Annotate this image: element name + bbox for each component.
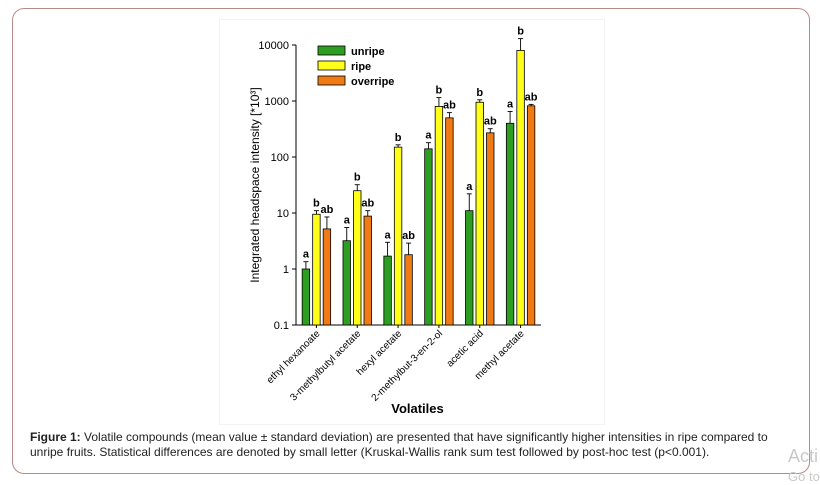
significance-letter: b	[354, 172, 361, 184]
bar-unripe	[383, 255, 392, 326]
y-tick-label: 10	[277, 208, 289, 220]
bar-ripe	[434, 106, 444, 326]
legend-label-unripe: unripe	[351, 46, 385, 58]
x-axis-label: Volatiles	[391, 401, 444, 416]
bar-chart: 0.1 1 10 100 1000 10000 Integrated headspace i…	[248, 26, 541, 416]
watermark-text: Acti	[788, 446, 819, 466]
bar-ripe	[312, 213, 321, 326]
bar-overripe	[322, 228, 332, 326]
figure-caption: Figure 1: Volatile compounds (mean value…	[30, 430, 800, 460]
bar-ripe	[475, 101, 484, 326]
y-tick-label: 1	[283, 264, 289, 276]
significance-letter: ab	[402, 230, 415, 242]
significance-letter: b	[395, 132, 402, 144]
caption-text: Volatile compounds (mean value ± standar…	[30, 430, 768, 459]
significance-letter: a	[507, 98, 514, 110]
bar-overripe	[526, 105, 536, 326]
bar-unripe	[465, 210, 474, 326]
bar-ripe	[353, 190, 362, 326]
significance-letter: ab	[525, 91, 538, 103]
significance-letter: a	[466, 181, 473, 193]
significance-letter: b	[313, 198, 320, 210]
legend-swatch-unripe	[317, 45, 346, 56]
legend-swatch-ripe	[317, 60, 346, 71]
y-axis-label: Integrated headspace intensity [*10³]	[248, 87, 262, 282]
significance-letter: ab	[443, 100, 456, 112]
watermark-subtext: Go to	[788, 469, 820, 484]
bar-overripe	[486, 132, 495, 326]
bar-unripe	[505, 122, 515, 326]
x-tick-label: 3-methylbutyl acetate	[288, 328, 363, 403]
plot-background	[220, 20, 604, 424]
bar-unripe	[301, 268, 311, 326]
significance-letter: b	[436, 85, 443, 97]
y-tick-label: 10000	[258, 40, 289, 52]
significance-letter: a	[385, 229, 392, 241]
legend-label-ripe: ripe	[351, 61, 371, 73]
y-tick-label: 100	[271, 152, 289, 164]
y-tick-label: 0.1	[274, 320, 289, 332]
significance-letter: b	[517, 26, 524, 38]
significance-letter: ab	[361, 198, 374, 210]
legend-label-overripe: overripe	[351, 76, 394, 88]
bar-unripe	[342, 240, 351, 326]
bar-ripe	[393, 146, 403, 326]
bar-overripe	[363, 215, 372, 326]
bar-overripe	[445, 117, 454, 326]
caption-label: Figure 1:	[30, 430, 81, 444]
significance-letter: a	[303, 249, 310, 261]
significance-letter: ab	[484, 116, 497, 128]
significance-letter: a	[344, 215, 351, 227]
legend-swatch-overripe	[317, 75, 346, 86]
bar-overripe	[404, 254, 413, 326]
significance-letter: b	[476, 87, 483, 99]
y-tick-label: 1000	[265, 96, 289, 108]
x-tick-label: 2-methylbut-3-en-2-ol	[370, 328, 445, 403]
bar-ripe	[516, 50, 525, 326]
significance-letter: a	[425, 130, 432, 142]
x-tick-label: acetic acid	[445, 328, 486, 369]
significance-letter: ab	[320, 204, 333, 216]
bar-unripe	[424, 148, 433, 326]
